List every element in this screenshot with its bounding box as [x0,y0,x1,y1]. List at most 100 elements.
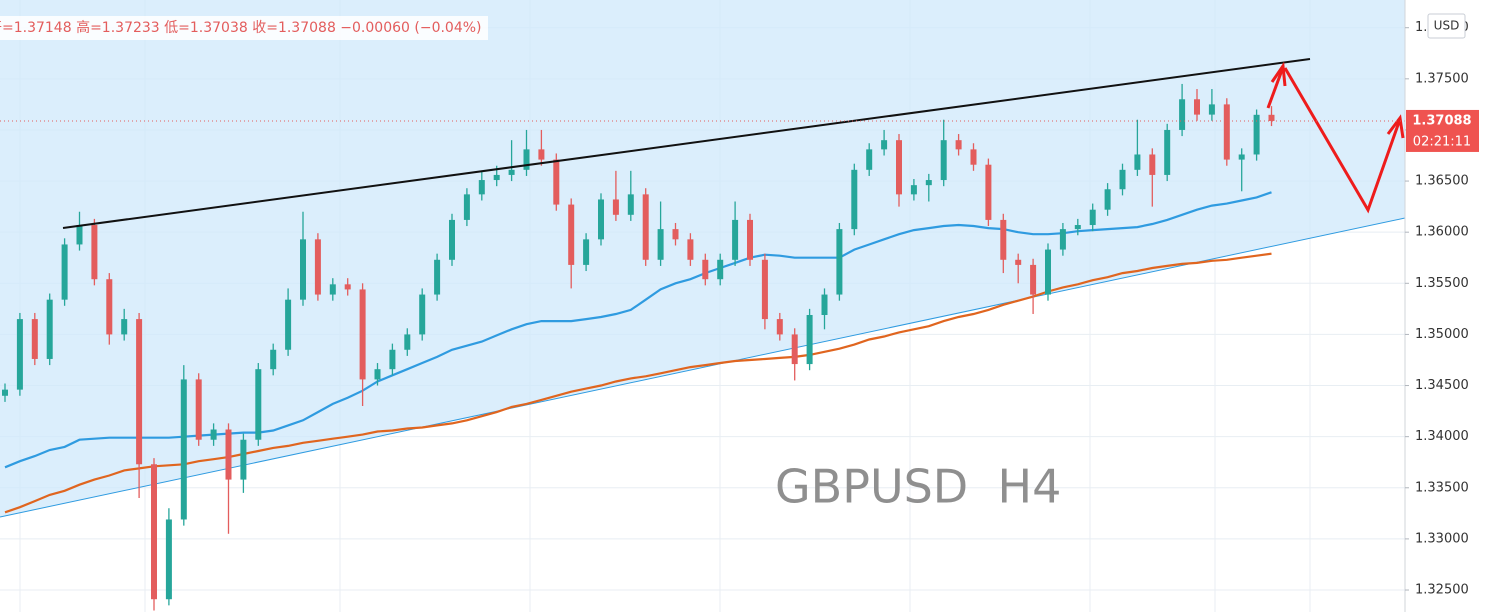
channel-fill [0,0,1405,517]
candle-body [672,229,679,240]
candle-body [389,349,396,370]
candle-body [255,369,262,440]
candle-body [627,194,634,215]
candle-body [91,225,98,280]
candle-body [1253,114,1260,155]
candle-body [657,229,664,260]
candle-body [598,199,604,240]
candle-body [285,299,292,350]
candle-body [1074,225,1081,230]
candle-body [300,239,306,300]
candle-body [374,369,381,380]
arrow-head [1386,114,1405,139]
candle-body [1015,259,1022,265]
y-tick-label: 1.36000 [1415,225,1469,240]
candle-body [687,239,694,260]
candle-body [329,284,336,295]
trend-line [62,58,1311,229]
candle-body [210,429,217,440]
candle-body [761,259,768,320]
candle-body [806,314,813,365]
candle-body [1268,114,1275,121]
candle-body [61,244,68,300]
candle-body [240,439,247,480]
candle-body [180,379,187,520]
candle-body [121,319,128,335]
candle-body [151,464,157,600]
candle-body [463,194,470,220]
candle-body [165,519,172,600]
y-tick-label: 1.33500 [1415,480,1469,495]
y-tick-label: 1.35500 [1415,276,1469,291]
y-tick-label: 1.37500 [1415,71,1469,86]
candle-body [732,219,739,260]
candle-body [493,174,500,181]
ohlc-legend: 开=1.37148 高=1.37233 低=1.37038 收=1.37088 … [0,19,482,36]
candle-body [955,140,962,150]
candle-body [523,149,530,170]
moving-average [4,252,1272,514]
candles [2,83,1275,611]
candle-body [1149,154,1156,175]
candle-body [1238,154,1245,160]
candle-body [791,334,798,365]
candle-body [76,225,83,245]
candle-body [1089,209,1096,226]
y-tick-label: 1.36500 [1415,174,1469,189]
candle-body [1223,104,1230,160]
candle-body [31,319,38,359]
candle-body [1179,99,1186,130]
y-tick-label: 1.35000 [1415,327,1469,342]
candle-body [270,349,277,370]
candle-body [1045,249,1051,295]
channel-lower-line [0,217,1406,518]
candle-body [538,149,545,160]
candle-body [747,219,753,260]
candle-body [702,259,709,280]
candle-body [1059,229,1066,250]
y-tick-label: 1.32500 [1415,583,1469,598]
candle-body [2,389,8,396]
candle-body [404,334,411,350]
candle-body [449,219,455,260]
last-price-box [1406,109,1479,152]
candle-body [46,299,53,359]
candle-body [553,159,560,205]
candle-body [1134,154,1141,170]
candle-body [583,239,590,265]
candle-body [225,429,232,480]
candle-body [925,180,932,186]
candle-body [881,140,888,150]
candle-body [910,185,917,195]
candle-body [851,169,858,230]
candle-body [1030,264,1037,295]
candle-body [717,259,724,280]
candle-body [776,319,783,335]
candle-body [985,164,992,220]
price-axis [1405,0,1489,612]
countdown-label: 02:21:11 [1413,134,1471,149]
candle-body [970,149,977,165]
y-tick-label: 1.34000 [1415,429,1469,444]
candle-body [136,319,143,465]
legend-box [0,16,488,40]
candle-body [344,284,351,290]
candle-body [106,279,113,335]
arrow-zigzag [1283,67,1401,214]
arrow-head [1270,61,1287,87]
watermark: GBPUSD H4 [775,460,1061,514]
candle-body [866,149,873,170]
candle-body [434,259,441,295]
candle-body [821,294,828,315]
candle-body [1000,219,1007,260]
y-tick-label: 1.34500 [1415,378,1469,393]
currency-label: USD [1434,19,1460,33]
candle-body [1208,104,1215,115]
candle-body [896,140,902,195]
candle-body [612,199,619,215]
currency-button[interactable] [1427,13,1466,39]
candle-body [1164,129,1171,175]
candle-body [568,204,575,265]
candle-body [1104,189,1111,210]
